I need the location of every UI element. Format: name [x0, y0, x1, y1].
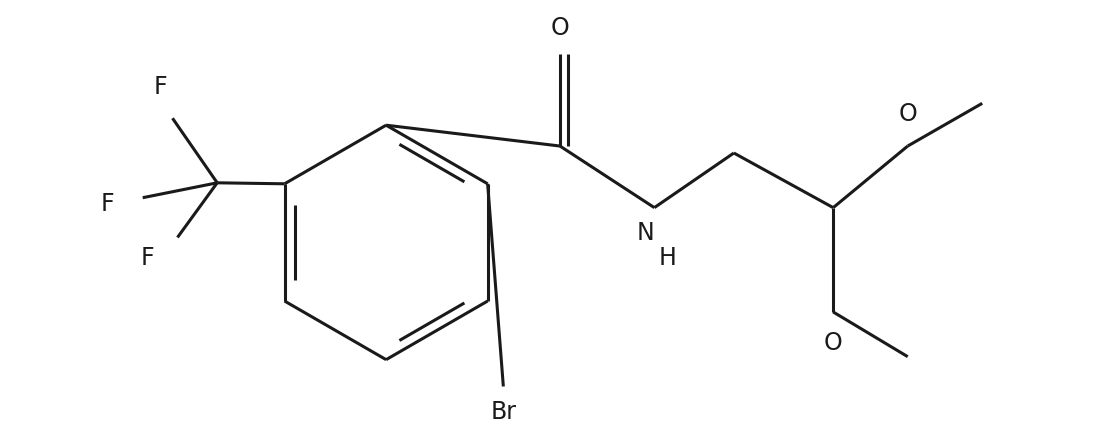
Text: O: O	[898, 102, 917, 126]
Text: O: O	[551, 16, 570, 40]
Text: Br: Br	[491, 400, 516, 423]
Text: N: N	[637, 220, 654, 244]
Text: F: F	[141, 246, 155, 270]
Text: F: F	[154, 75, 167, 99]
Text: F: F	[101, 191, 115, 215]
Text: O: O	[824, 330, 843, 354]
Text: H: H	[658, 246, 677, 270]
